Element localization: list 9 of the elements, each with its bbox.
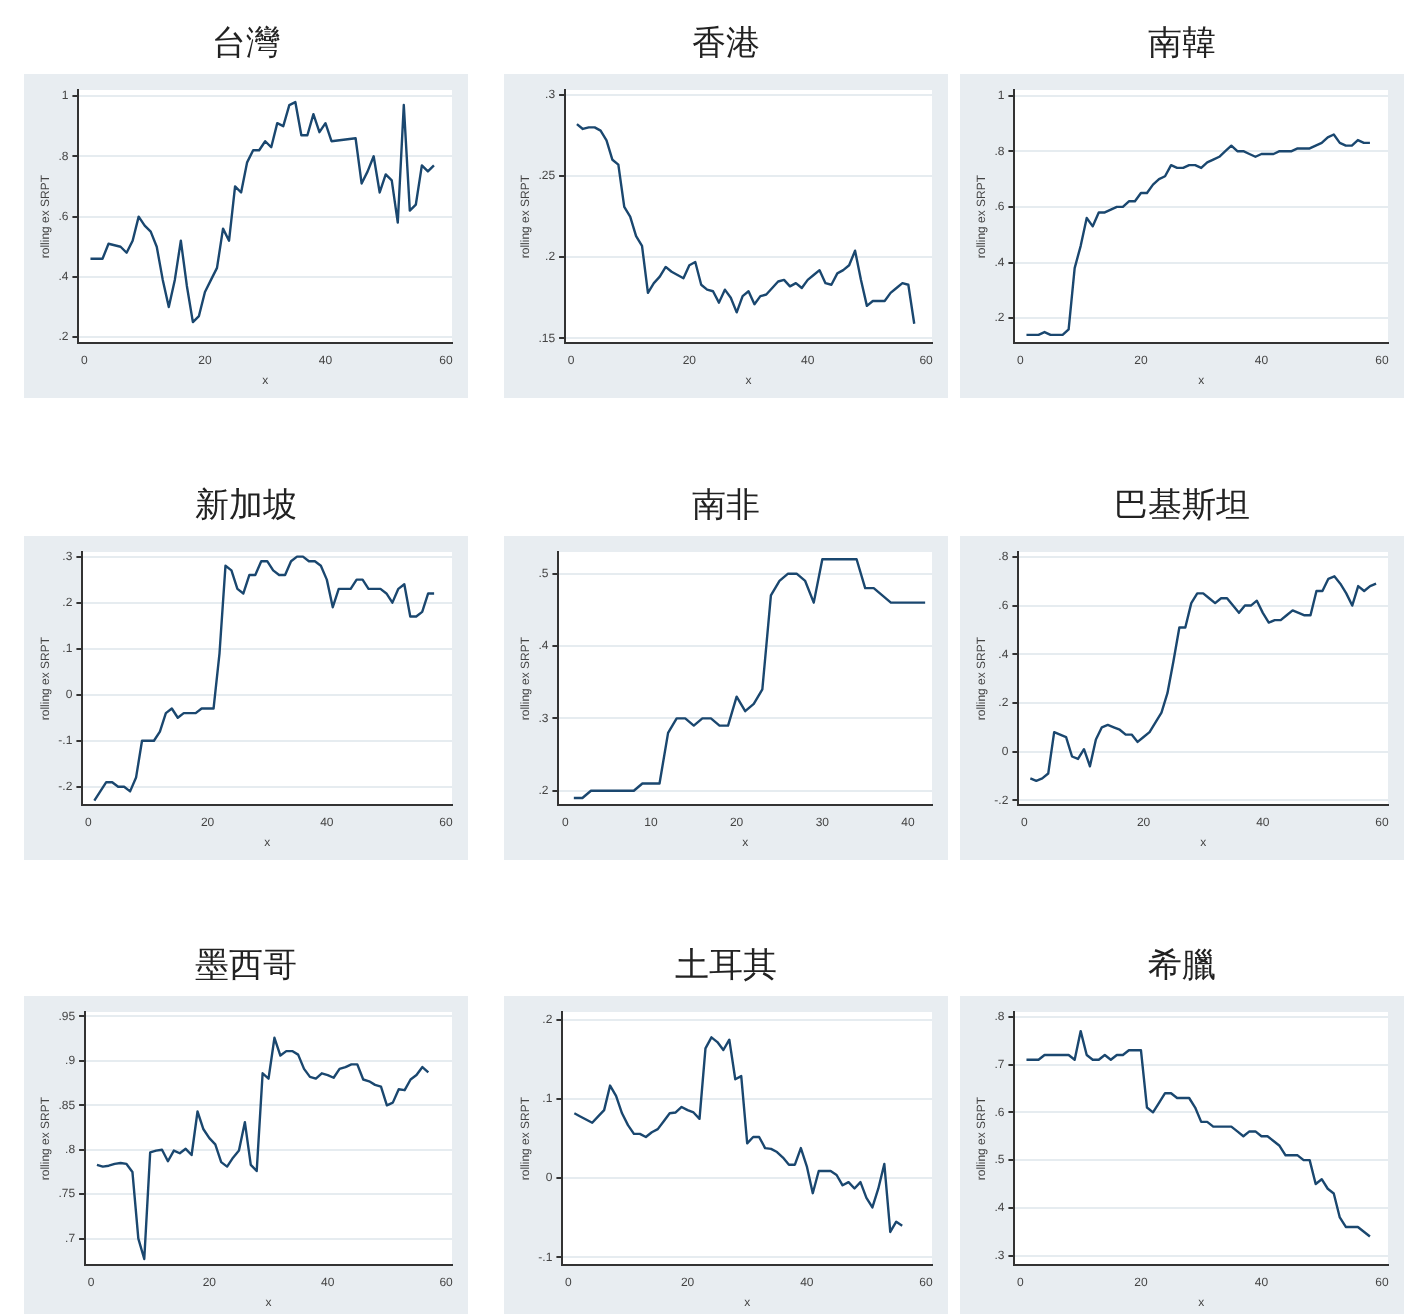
chart-title: 南非 xyxy=(690,484,762,530)
chart-title: 巴基斯坦 xyxy=(1112,484,1252,530)
chart-title: 墨西哥 xyxy=(193,944,299,990)
chart-title: 香港 xyxy=(690,22,762,68)
chart-title: 台灣 xyxy=(210,22,282,68)
chart-title: 南韓 xyxy=(1146,22,1218,68)
chart-title: 新加坡 xyxy=(193,484,299,530)
chart-title: 希臘 xyxy=(1146,944,1218,990)
chart-title: 土耳其 xyxy=(673,944,779,990)
